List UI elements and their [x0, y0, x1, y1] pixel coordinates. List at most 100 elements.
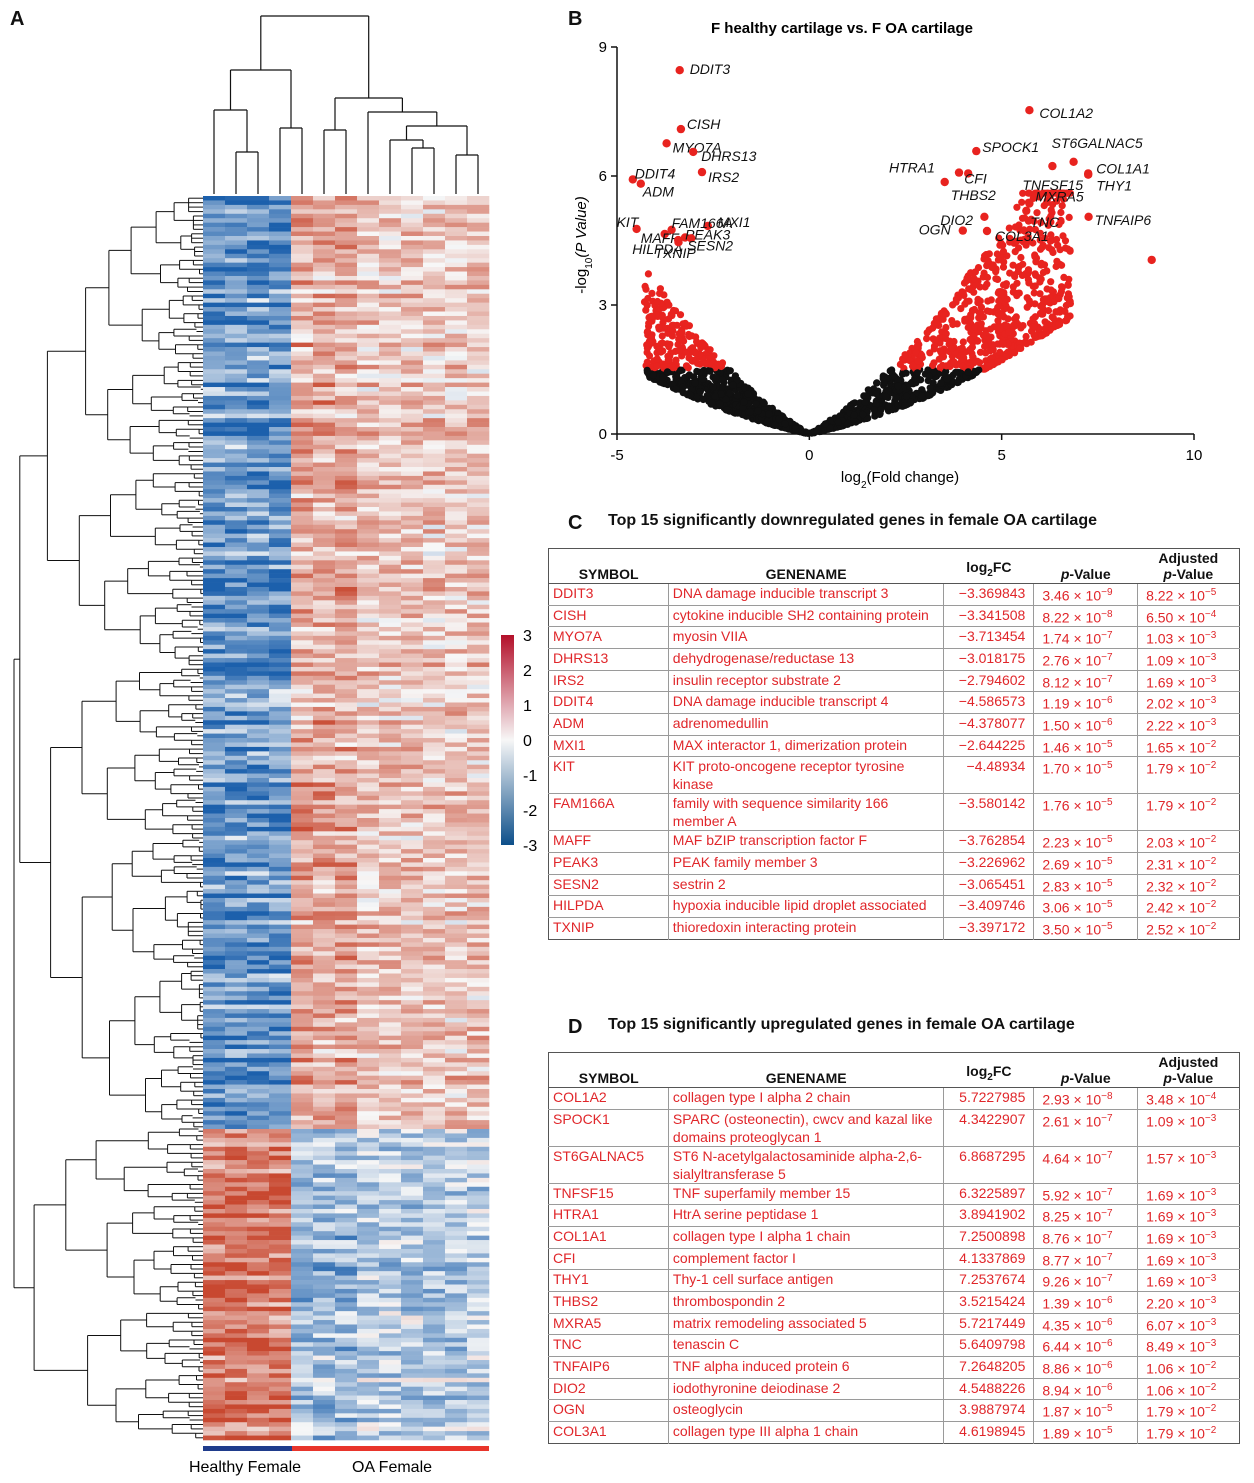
heatmap-cell [445, 1328, 468, 1334]
heatmap-cell [291, 427, 314, 432]
heatmap-cell [335, 1053, 358, 1059]
heatmap-cell [357, 1115, 380, 1121]
heatmap-cell [225, 249, 248, 255]
heatmap-cell [203, 1417, 226, 1423]
heatmap-cell [379, 897, 402, 903]
heatmap-cell [335, 897, 358, 903]
heatmap-cell [401, 1248, 424, 1254]
heatmap-cell [313, 853, 336, 859]
heatmap-cell [269, 662, 292, 668]
heatmap-cell [291, 404, 314, 410]
heatmap-cell [225, 991, 248, 997]
heatmap-cell [225, 1200, 248, 1205]
heatmap-cell [225, 1049, 248, 1054]
heatmap-cell [203, 289, 226, 295]
heatmap-cell [423, 818, 446, 823]
heatmap-cell [313, 209, 336, 215]
heatmap-cell [357, 1080, 380, 1085]
heatmap-cell [203, 702, 226, 708]
heatmap-cell [379, 880, 402, 885]
heatmap-cell [203, 689, 226, 694]
heatmap-cell [313, 280, 336, 286]
heatmap-cell [269, 458, 292, 463]
heatmap-cell [467, 977, 490, 983]
heatmap-cell [423, 1333, 446, 1339]
heatmap-cell [379, 1226, 402, 1232]
heatmap-cell [247, 511, 270, 517]
heatmap-cell [203, 298, 226, 303]
heatmap-cell [357, 702, 380, 708]
heatmap-cell [291, 1106, 314, 1112]
heatmap-cell [379, 724, 402, 730]
heatmap-cell [269, 1115, 292, 1121]
heatmap-cell [291, 347, 314, 352]
heatmap-cell [467, 1262, 490, 1268]
heatmap-cell [225, 578, 248, 583]
heatmap-cell [401, 1417, 424, 1423]
heatmap-cell [335, 218, 358, 223]
heatmap-cell [335, 258, 358, 263]
heatmap-cell [225, 933, 248, 939]
heatmap-cell [357, 1408, 380, 1414]
heatmap-cell [401, 1324, 424, 1330]
heatmap-cell [379, 511, 402, 517]
heatmap-cell [269, 982, 292, 988]
heatmap-cell [335, 1217, 358, 1223]
heatmap-cell [269, 1080, 292, 1085]
heatmap-cell [203, 293, 226, 299]
heatmap-cell [467, 413, 490, 419]
heatmap-cell [313, 240, 336, 246]
heatmap-cell [269, 1235, 292, 1241]
heatmap-cell [423, 680, 446, 686]
heatmap-cell [225, 604, 248, 610]
heatmap-cell [203, 1089, 226, 1094]
heatmap-cell [357, 1195, 380, 1201]
heatmap-cell [203, 982, 226, 988]
heatmap-cell [291, 244, 314, 250]
heatmap-cell [203, 1124, 226, 1130]
heatmap-cell [247, 804, 270, 810]
heatmap-cell [291, 1253, 314, 1259]
heatmap-cell [291, 378, 314, 383]
heatmap-cell [203, 1257, 226, 1263]
heatmap-cell [269, 1355, 292, 1361]
heatmap-cell [401, 969, 424, 974]
heatmap-cell [357, 1311, 380, 1316]
heatmap-cell [467, 724, 490, 730]
heatmap-cell [313, 751, 336, 757]
heatmap-cell [467, 986, 490, 992]
heatmap-cell [225, 897, 248, 903]
heatmap-cell [445, 271, 468, 277]
heatmap-cell [357, 1302, 380, 1308]
heatmap-cell [423, 427, 446, 432]
heatmap-cell [203, 1102, 226, 1108]
heatmap-cell [225, 209, 248, 215]
heatmap-cell [467, 822, 490, 828]
heatmap-cell [291, 1333, 314, 1339]
heatmap-cell [445, 502, 468, 508]
heatmap-cell [357, 1391, 380, 1396]
heatmap-cell [269, 333, 292, 339]
heatmap-cell [401, 502, 424, 508]
heatmap-cell [401, 1080, 424, 1085]
heatmap-cell [401, 973, 424, 979]
heatmap-cell [401, 520, 424, 526]
heatmap-cell [467, 338, 490, 343]
heatmap-cell [357, 351, 380, 357]
heatmap-cell [335, 213, 358, 219]
heatmap-cell [335, 1346, 358, 1352]
heatmap-cell [203, 631, 226, 637]
heatmap-cell [247, 1368, 270, 1374]
heatmap-cell [203, 1240, 226, 1245]
heatmap-cell [379, 778, 402, 783]
heatmap-cell [467, 733, 490, 739]
heatmap-cell [467, 400, 490, 406]
heatmap-cell [269, 258, 292, 263]
heatmap-cell [269, 1413, 292, 1419]
heatmap-cell [423, 1328, 446, 1334]
heatmap-cell [401, 1280, 424, 1285]
heatmap-cell [445, 844, 468, 850]
heatmap-cell [445, 1386, 468, 1392]
heatmap-cell [291, 333, 314, 339]
heatmap-cell [225, 693, 248, 699]
